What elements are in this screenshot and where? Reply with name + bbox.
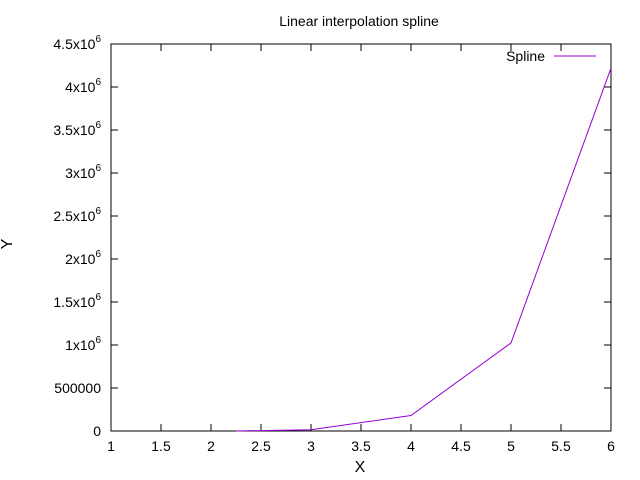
legend: Spline [506,48,596,64]
y-tick-label: 4x106 [65,77,101,95]
y-tick-label: 0 [93,423,101,439]
y-tick-label: 2x106 [65,249,101,267]
y-tick-label: 4.5x106 [53,34,101,52]
y-tick-label: 1x106 [65,335,101,353]
y-tick-label: 3x106 [65,163,101,181]
x-tick-label: 1.5 [151,438,171,454]
x-tick-label: 4.5 [451,438,471,454]
x-tick-label: 1 [107,438,115,454]
plot-border [110,43,612,432]
x-tick-label: 6 [607,438,615,454]
y-tick-label: 500000 [54,380,101,396]
y-tick-label: 3.5x106 [53,120,101,138]
x-axis-title: X [355,459,366,476]
y-tick-label: 2.5x106 [53,206,101,224]
y-axis-title: Y [0,238,16,249]
series-layer [235,67,612,432]
x-axis: 1 1.5 2 2.5 3 3.5 4 4.5 5 5.5 6 [107,44,615,454]
legend-label: Spline [506,48,545,64]
x-tick-label: 4 [407,438,415,454]
x-tick-label: 3 [307,438,315,454]
series-line [235,67,612,432]
y-tick-label: 1.5x106 [53,292,101,310]
x-tick-label: 2 [207,438,215,454]
x-tick-label: 3.5 [351,438,371,454]
y-axis: 0 500000 1x106 1.5x106 2x106 2.5x106 3x106 3.5x… [53,34,611,439]
x-tick-label: 5 [507,438,515,454]
x-tick-label: 5.5 [551,438,571,454]
x-tick-label: 2.5 [251,438,271,454]
chart-title: Linear interpolation spline [279,13,439,29]
